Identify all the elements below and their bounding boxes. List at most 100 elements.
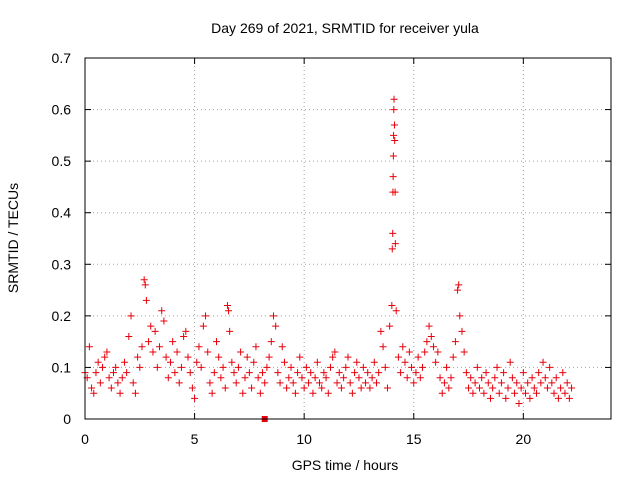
y-tick-label: 0.6 [52, 102, 72, 118]
data-point [399, 343, 407, 351]
data-point [568, 384, 576, 392]
data-point [478, 374, 486, 382]
data-point [546, 363, 554, 371]
data-point [191, 394, 199, 402]
data-point [213, 338, 220, 346]
data-point [129, 379, 137, 387]
data-point [296, 353, 304, 361]
data-point [410, 379, 418, 387]
data-point [88, 384, 96, 392]
data-point [245, 369, 253, 377]
data-point [127, 312, 135, 320]
data-point [164, 374, 172, 382]
data-point [107, 384, 115, 392]
data-point [195, 343, 203, 351]
data-point [269, 312, 277, 320]
data-point [309, 389, 317, 397]
data-point [455, 281, 463, 289]
data-point [390, 106, 398, 114]
data-point [318, 384, 326, 392]
data-point [173, 348, 181, 356]
x-tick-label: 10 [296, 431, 312, 447]
data-point [223, 302, 231, 310]
data-point [225, 307, 233, 315]
data-point [454, 286, 462, 294]
data-point [423, 338, 431, 346]
data-point [250, 358, 258, 366]
data-point [443, 363, 451, 371]
x-tick-label: 0 [81, 431, 89, 447]
data-point [484, 379, 492, 387]
data-point [322, 374, 330, 382]
data-point [263, 363, 271, 371]
data-point [391, 240, 399, 248]
data-point [147, 322, 155, 330]
data-point [230, 369, 238, 377]
data-point [554, 394, 562, 402]
data-point [272, 322, 280, 330]
data-point [390, 95, 398, 103]
data-point [403, 374, 411, 382]
data-point [394, 353, 402, 361]
data-point [416, 374, 424, 382]
data-point [307, 369, 315, 377]
data-point [188, 384, 196, 392]
data-point [204, 348, 212, 356]
data-point [383, 384, 391, 392]
data-point [151, 327, 159, 335]
data-point [114, 379, 122, 387]
data-point [142, 296, 150, 304]
data-point [237, 348, 245, 356]
data-point [357, 384, 365, 392]
data-point [134, 353, 142, 361]
data-point [419, 363, 427, 371]
y-tick-label: 0.4 [52, 205, 72, 221]
data-point [405, 348, 413, 356]
data-point [324, 389, 332, 397]
data-point [348, 389, 356, 397]
data-point [528, 374, 536, 382]
data-point [169, 338, 177, 346]
data-point [125, 332, 133, 340]
data-point [502, 394, 510, 402]
data-point [316, 379, 324, 387]
data-point [145, 338, 153, 346]
data-point [241, 374, 249, 382]
y-tick-label: 0.2 [52, 308, 72, 324]
data-point [451, 338, 459, 346]
data-point [96, 379, 104, 387]
data-point [489, 384, 497, 392]
data-point [471, 379, 479, 387]
data-point [391, 137, 399, 145]
data-point [156, 343, 164, 351]
data-point [333, 379, 341, 387]
data-point [401, 358, 409, 366]
data-point [291, 389, 299, 397]
data-point [265, 353, 273, 361]
data-point [414, 353, 422, 361]
data-point [449, 353, 457, 361]
data-point [85, 343, 93, 351]
data-point [458, 327, 466, 335]
data-point [541, 374, 549, 382]
data-point [112, 363, 120, 371]
data-point [537, 379, 545, 387]
x-tick-label: 20 [516, 431, 532, 447]
data-point [421, 348, 429, 356]
data-point [372, 379, 380, 387]
data-point [532, 389, 540, 397]
data-point [550, 389, 558, 397]
data-point [166, 358, 174, 366]
data-point [388, 302, 396, 310]
y-tick-label: 0.3 [52, 256, 72, 272]
data-point [370, 358, 378, 366]
data-point [456, 312, 464, 320]
data-point [447, 374, 455, 382]
data-point [320, 369, 328, 377]
data-point [109, 369, 117, 377]
data-point [476, 384, 483, 392]
data-point [515, 400, 523, 408]
data-point [283, 384, 291, 392]
data-point [543, 384, 551, 392]
y-tick-label: 0.7 [52, 50, 72, 66]
